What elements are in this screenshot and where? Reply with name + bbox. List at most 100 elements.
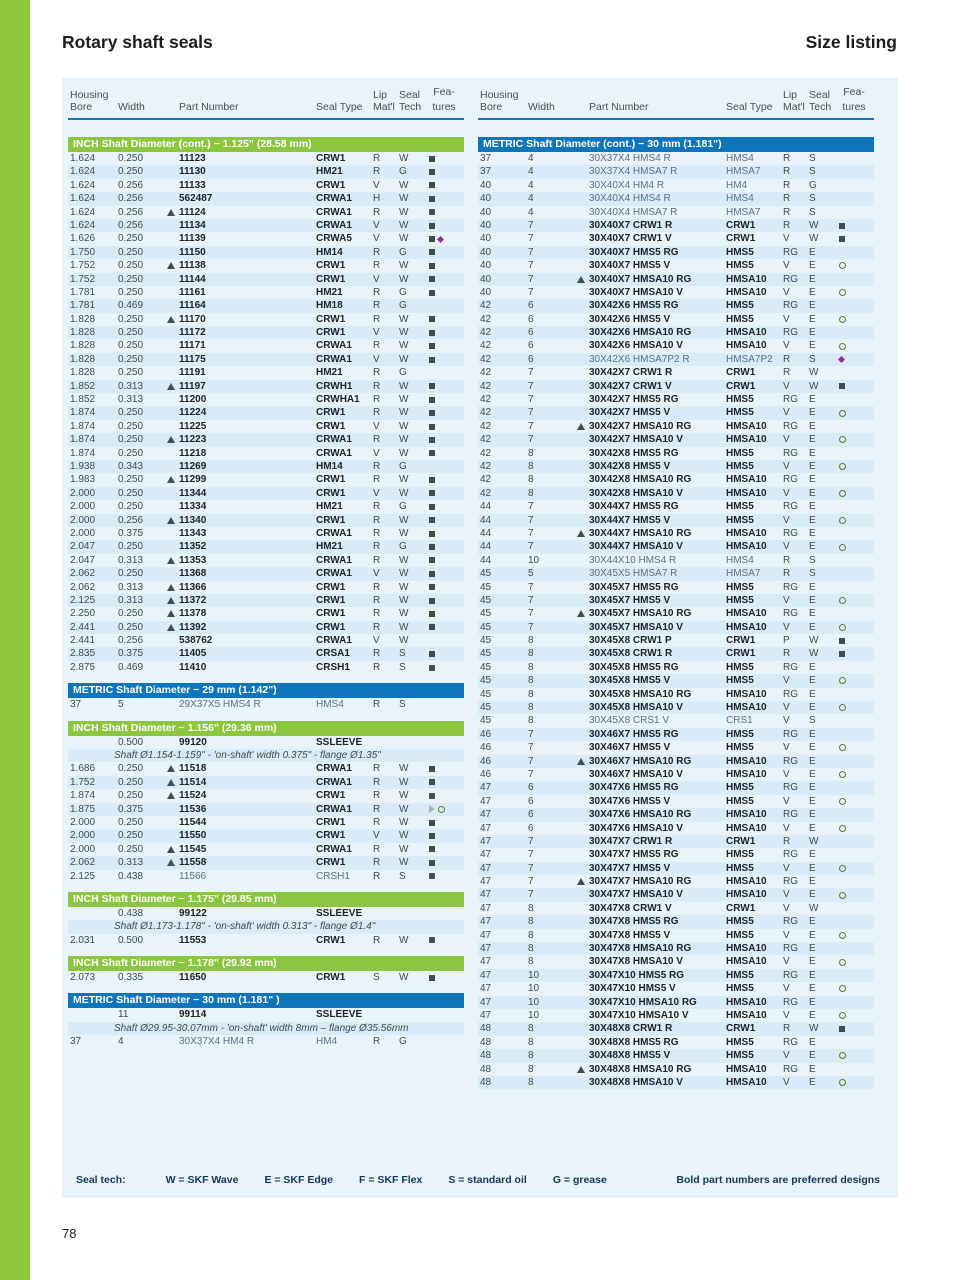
part-cell: 30X47X6 HMSA10 RG [576,808,726,821]
type-cell: HMS5 [726,514,754,526]
lip-cell: R [373,407,381,419]
table-row: 1.624 0.250 11123 CRW1 R W [68,152,464,165]
feat-cell [839,540,869,553]
width-cell: 7 [528,219,534,231]
bore-cell: 2.062 [70,568,96,580]
bore-cell: 47 [480,809,492,821]
feat-cell [429,934,459,947]
lip-cell: V [783,541,790,553]
part-number-text: 30X47X6 HMS5 RG [589,782,679,794]
lip-cell: RG [783,501,798,513]
part-cell: 11352 [166,540,316,553]
type-cell: CRW1 [316,260,346,272]
feat-cell [429,870,459,883]
part-cell: 30X37X4 HMSA7 R [576,165,726,178]
table-row: 42 6 30X42X6 HMSA10 RG HMSA10 RG E [478,326,874,340]
bore-cell: 45 [480,688,492,700]
section-header-inch: INCH Shaft Diameter (cont.) − 1.125" (28… [68,137,464,152]
part-number-text: 30X45X8 HMSA10 V [589,702,683,714]
part-number-text: 30X40X7 HMSA10 V [589,286,683,298]
lip-cell: V [783,675,790,687]
tech-cell: G [399,460,407,472]
type-cell: CRW1 [316,313,346,325]
table-row: 2.000 0.375 11343 CRWA1 R W [68,527,464,540]
part-number-text: 30X44X7 HMSA10 RG [589,527,692,539]
width-cell: 0.438 [118,907,144,919]
part-number-text: 11161 [179,286,206,298]
part-cell: 30X42X7 HMS5 RG [576,393,726,406]
table-row: 45 7 30X45X7 HMS5 RG HMS5 RG E [478,581,874,594]
legend-note: Bold part numbers are preferred designs [676,1174,880,1186]
type-cell: HMS5 [726,246,754,258]
table-row: 42 8 30X42X8 HMS5 V HMS5 V E [478,459,874,474]
part-cell: 11544 [166,816,316,829]
width-cell: 8 [528,1063,534,1075]
lip-cell: R [783,367,791,379]
table-row: 48 8 30X48X8 HMS5 V HMS5 V E [478,1049,874,1063]
feat-cell [429,447,459,460]
part-number-text: 11200 [179,394,207,406]
part-number-text: 11225 [179,420,207,432]
part-cell: 30X45X8 HMS5 RG [576,661,726,674]
type-cell: CRW1 [726,1023,756,1035]
lip-cell: V [783,956,790,968]
square-feature-icon [429,289,435,296]
part-number-text: 30X45X8 CRS1 V [589,715,670,727]
bore-cell: 42 [480,340,492,352]
part-cell: 30X37X4 HMS4 R [576,152,726,165]
square-feature-icon [429,195,435,202]
part-cell: 30X40X4 HM4 R [576,179,726,192]
part-cell: 11536 [166,803,316,816]
type-cell: CRSA1 [316,648,350,660]
part-cell: 30X42X7 HMSA10 RG [576,420,726,433]
part-cell: 11343 [166,527,316,540]
type-cell: HMSA10 [726,943,767,955]
table-row: 47 10 30X47X10 HMS5 V HMS5 V E [478,982,874,995]
part-number-text: 30X44X7 HMS5 RG [589,501,679,513]
section-header-inch: INCH Shaft Diameter − 1.156" (29.36 mm) [68,720,464,736]
part-number-text: 30X40X7 HMS5 RG [589,246,679,258]
part-number-text: 11343 [179,527,207,539]
bore-cell: 40 [480,193,492,205]
part-cell: 11161 [166,286,316,299]
part-number-text: 11344 [179,487,207,499]
part-cell: 11133 [166,179,316,192]
lip-cell: RG [783,1063,798,1075]
lip-cell: R [373,286,381,298]
square-feature-icon [429,423,435,430]
part-number-text: 30X46X7 HMS5 V [589,742,671,754]
type-cell: HMS5 [726,675,754,687]
part-cell: 11545 [166,843,316,856]
part-number-text: 30X47X7 HMSA10 V [589,889,683,901]
table-row: 42 6 30X42X6 HMSA7P2 R HMSA7P2 R S [478,352,874,367]
feat-cell [839,406,869,419]
part-number-text: 30X42X8 HMSA10 RG [589,474,692,486]
feat-cell [839,1063,869,1076]
circle-feature-icon [839,342,846,350]
bore-cell: 1.852 [70,380,96,392]
feat-cell [429,353,459,366]
width-cell: 6 [528,795,534,807]
feat-cell [839,366,869,379]
table-row: 42 6 30X42X6 HMS5 RG HMS5 RG E [478,299,874,313]
part-cell: 30X42X7 CRW1 V [576,380,726,393]
part-number-text: 30X42X6 HMS5 V [589,313,671,325]
feat-cell [429,286,459,299]
part-number-text: 562487 [179,193,213,205]
type-cell: HMS5 [726,983,754,995]
part-number-text: 11544 [179,816,207,828]
tech-cell: E [809,608,816,620]
tech-cell: S [809,166,816,178]
part-number-text: 11223 [179,434,207,446]
width-cell: 6 [528,822,534,834]
bore-cell: 45 [480,568,492,580]
part-cell: 11550 [166,829,316,842]
part-cell: 11566 [166,870,316,883]
lip-cell: R [373,554,381,566]
lip-cell: V [373,353,380,365]
table-row: 47 8 30X47X8 HMS5 V HMS5 V E [478,929,874,942]
part-number-text: 30X47X10 HMSA10 RG [589,996,697,1008]
bore-cell: 46 [480,742,492,754]
tech-cell: W [399,803,409,815]
width-cell: 4 [528,166,534,178]
